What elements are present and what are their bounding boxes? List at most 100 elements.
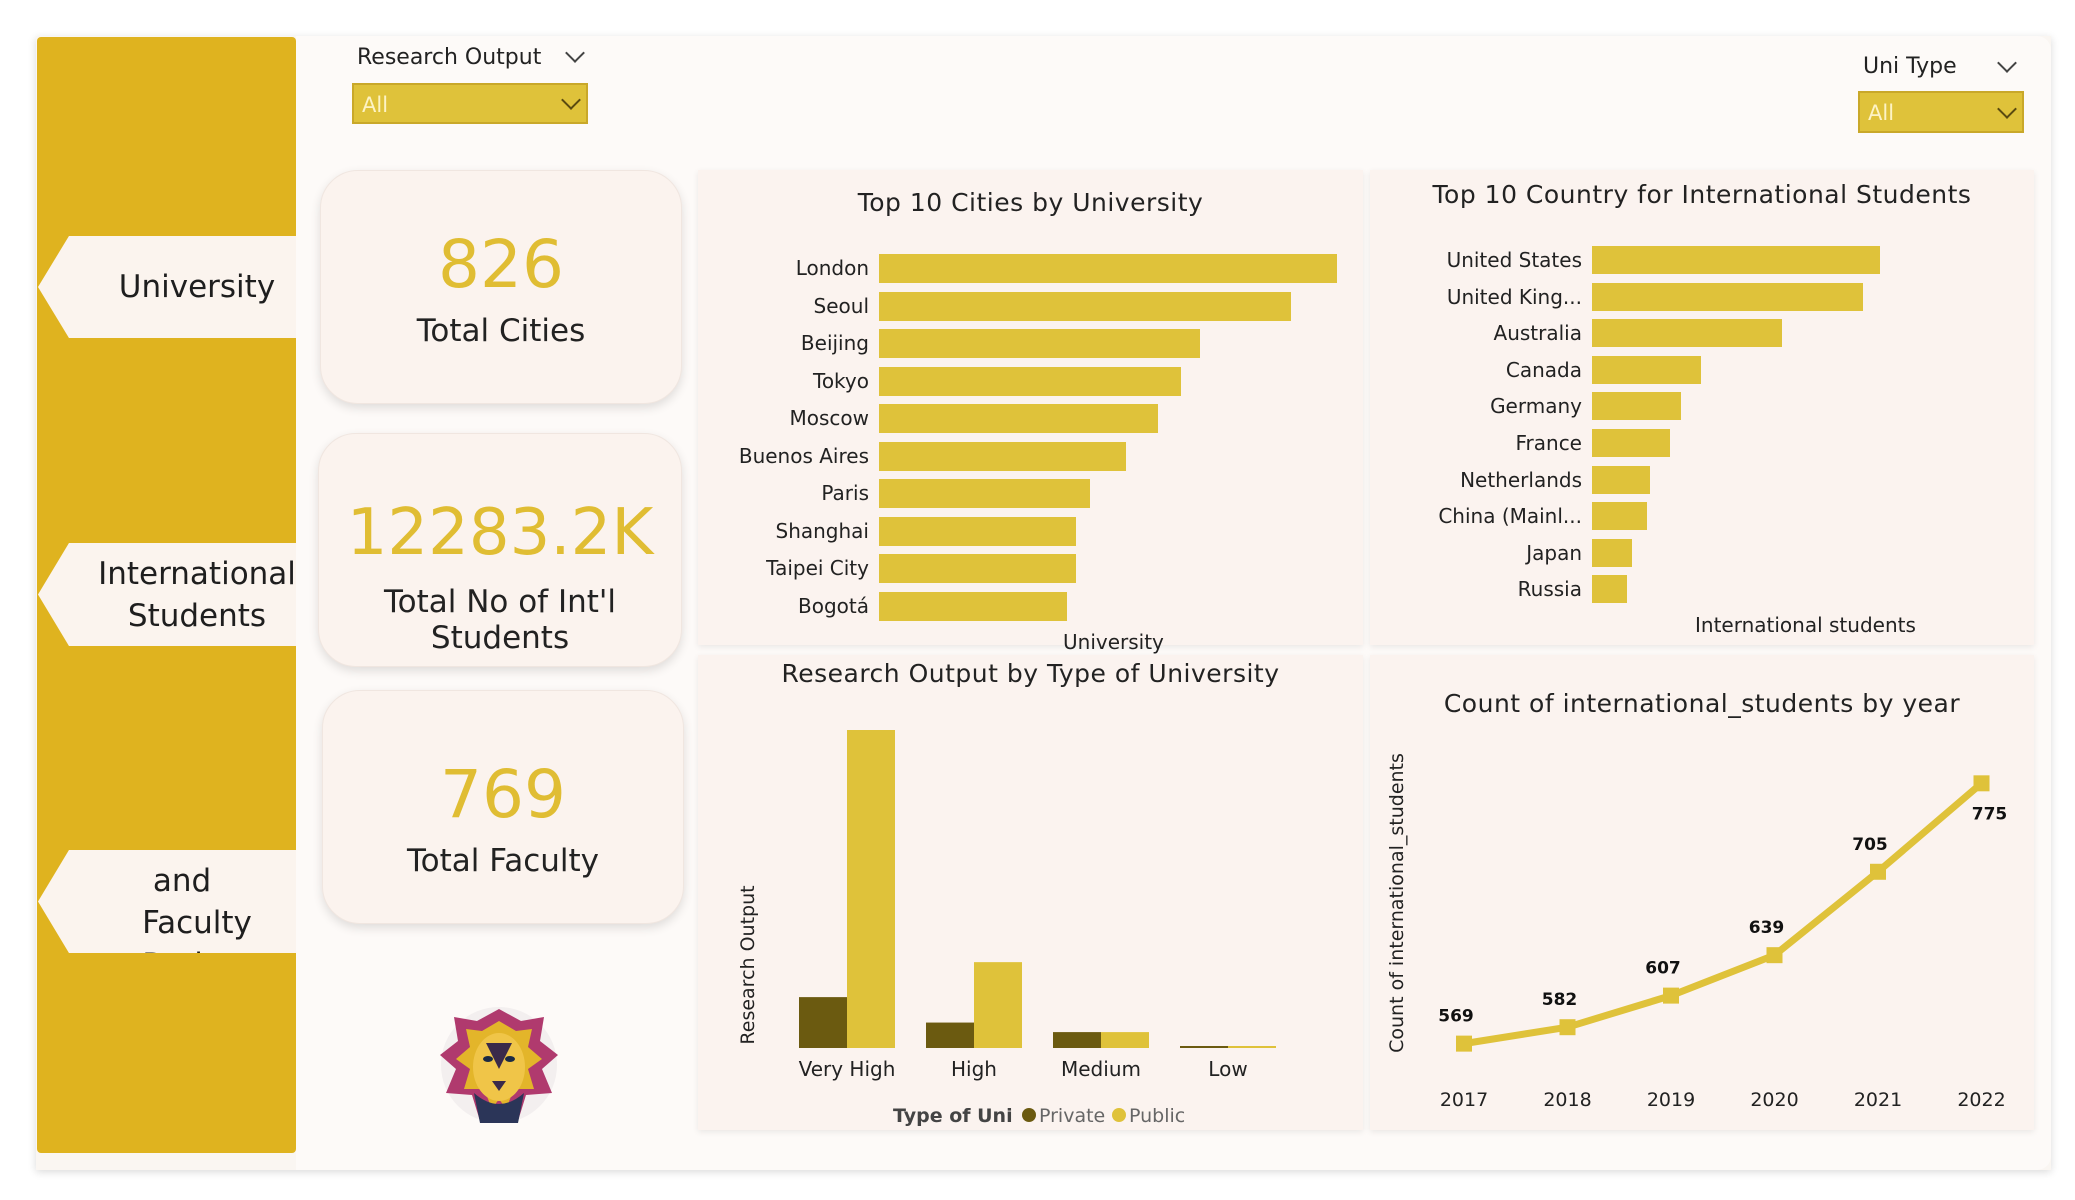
bar-public[interactable]	[974, 962, 1022, 1048]
research-output-dropdown[interactable]: All	[352, 83, 588, 124]
panel-top-countries: Top 10 Country for International Student…	[1370, 170, 2034, 645]
bar-row[interactable]: London	[698, 254, 1337, 284]
bar[interactable]	[1592, 392, 1682, 421]
legend-label[interactable]: Public	[1129, 1105, 1185, 1127]
bar-row[interactable]: United States	[1370, 246, 1880, 276]
category-label: Australia	[1493, 321, 1582, 346]
bar-row[interactable]: Seoul	[698, 291, 1337, 322]
bar-row[interactable]: Bogotá	[698, 591, 1337, 622]
bar[interactable]	[879, 554, 1076, 583]
bar-row[interactable]: China (Mainl...	[1370, 502, 1880, 532]
kpi-value: 769	[440, 756, 566, 833]
research-chart-svg: Very High High Medium Low Research Output Typ…	[737, 730, 1276, 1127]
bar[interactable]	[1592, 465, 1650, 494]
panel-research-output: Research Output by Type of University Ve…	[698, 655, 1363, 1130]
data-point[interactable]	[1559, 1019, 1576, 1036]
nav-label-line1: International	[98, 555, 296, 592]
bar-private[interactable]	[926, 1022, 974, 1048]
bar[interactable]	[879, 291, 1292, 321]
category-label: United States	[1446, 248, 1582, 272]
bar[interactable]	[879, 516, 1076, 546]
nav-label-line1: Research and	[126, 850, 268, 899]
bar-row[interactable]: Taipei City	[698, 554, 1337, 584]
x-tick-label: 2017	[1440, 1089, 1488, 1111]
bar[interactable]	[1592, 282, 1863, 311]
bar-public[interactable]	[1228, 1046, 1276, 1048]
nav-label-line2: Faculty Ratio	[142, 904, 252, 954]
y-axis-title: Research Output	[737, 885, 759, 1044]
bar[interactable]	[879, 254, 1337, 283]
bar-row[interactable]: Paris	[698, 479, 1337, 509]
bar-private[interactable]	[1053, 1032, 1101, 1048]
bar-row[interactable]: Buenos Aires	[698, 441, 1337, 472]
category-label: China (Mainl...	[1438, 504, 1582, 529]
bar-row[interactable]: France	[1370, 429, 1880, 459]
category-label: Germany	[1490, 394, 1582, 419]
category-label: Canada	[1505, 357, 1582, 382]
x-tick-label: 2020	[1750, 1089, 1798, 1111]
bar[interactable]	[1592, 575, 1627, 604]
research-output-value: All	[362, 93, 389, 117]
uni-type-dropdown[interactable]: All	[1858, 91, 2024, 133]
category-label: Bogotá	[798, 593, 869, 618]
bar[interactable]	[879, 329, 1200, 358]
chevron-down-icon	[561, 90, 581, 110]
bar-public[interactable]	[847, 730, 895, 1048]
bar-row[interactable]: Germany	[1370, 392, 1880, 422]
kpi-value: 12283.2K	[346, 496, 654, 570]
bar-row[interactable]: Moscow	[698, 404, 1337, 434]
bar-row[interactable]: Tokyo	[698, 366, 1337, 397]
bar[interactable]	[1592, 355, 1702, 384]
data-point[interactable]	[1663, 987, 1679, 1004]
category-label: Tokyo	[813, 368, 869, 393]
bar[interactable]	[879, 441, 1127, 471]
category-label: Beijing	[800, 331, 869, 355]
legend-marker	[1022, 1108, 1036, 1122]
bar[interactable]	[879, 366, 1182, 396]
kpi-value: 826	[438, 226, 564, 303]
bar[interactable]	[1592, 319, 1783, 348]
bar-row[interactable]: Australia	[1370, 319, 1880, 349]
chart-title: Top 10 Cities by University	[857, 188, 1204, 217]
category-label: Shanghai	[775, 518, 870, 543]
bar-row[interactable]: Beijing	[698, 329, 1337, 359]
bar[interactable]	[879, 404, 1159, 433]
data-label: 775	[1972, 804, 2008, 824]
bar-row[interactable]: Shanghai	[698, 516, 1337, 547]
bar[interactable]	[879, 479, 1090, 508]
category-label: Moscow	[789, 406, 869, 430]
nav-tab-university[interactable]: University	[38, 236, 296, 338]
bar-row[interactable]: United King...	[1370, 282, 1880, 313]
bar[interactable]	[1592, 502, 1647, 531]
nav-tab-international-students[interactable]: International Students	[38, 543, 296, 646]
data-point[interactable]	[1766, 947, 1783, 964]
uni-type-value: All	[1868, 101, 1895, 125]
panel-top-cities: Top 10 Cities by University London Seoul B…	[698, 170, 1363, 654]
nav-tab-research-faculty[interactable]: Research and Faculty Ratio	[38, 850, 296, 953]
legend-label[interactable]: Private	[1039, 1105, 1105, 1127]
bar[interactable]	[1592, 429, 1670, 457]
bar[interactable]	[1592, 538, 1633, 567]
bar[interactable]	[879, 591, 1067, 621]
data-point[interactable]	[1870, 863, 1886, 880]
x-axis-title: International students	[1695, 613, 1916, 637]
bar-private[interactable]	[1180, 1046, 1228, 1048]
chart-title: Count of international_students by year	[1443, 689, 1961, 718]
kpi-card-total-faculty: 769 Total Faculty	[322, 690, 684, 924]
chevron-down-icon	[1997, 99, 2017, 119]
x-tick-label: 2019	[1647, 1089, 1695, 1111]
bar-private[interactable]	[799, 997, 847, 1048]
bar-row[interactable]: Netherlands	[1370, 465, 1880, 496]
bar-row[interactable]: Canada	[1370, 355, 1880, 386]
data-point[interactable]	[1973, 775, 1990, 792]
category-label: Taipei City	[766, 556, 869, 580]
chart-title: Research Output by Type of University	[781, 659, 1280, 688]
legend-marker	[1112, 1108, 1126, 1122]
research-output-filter-label: Research Output	[357, 45, 542, 70]
bar-public[interactable]	[1101, 1032, 1149, 1048]
bar[interactable]	[1592, 246, 1880, 274]
data-point[interactable]	[1456, 1035, 1472, 1052]
kpi-label: Total No of Int'l Students	[383, 584, 617, 656]
bar-row[interactable]: Japan	[1370, 538, 1880, 569]
bar-row[interactable]: Russia	[1370, 575, 1880, 605]
